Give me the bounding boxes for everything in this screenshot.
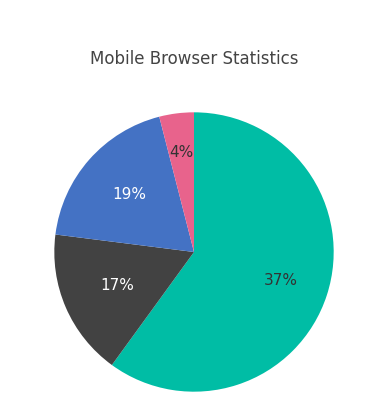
Text: 19%: 19% (112, 187, 146, 202)
Text: 37%: 37% (263, 273, 297, 288)
Text: 4%: 4% (169, 145, 194, 160)
Wedge shape (159, 112, 194, 252)
Wedge shape (55, 117, 194, 252)
Text: 17%: 17% (100, 278, 134, 293)
Wedge shape (54, 234, 194, 365)
Wedge shape (112, 112, 334, 392)
Title: Mobile Browser Statistics: Mobile Browser Statistics (90, 50, 298, 68)
